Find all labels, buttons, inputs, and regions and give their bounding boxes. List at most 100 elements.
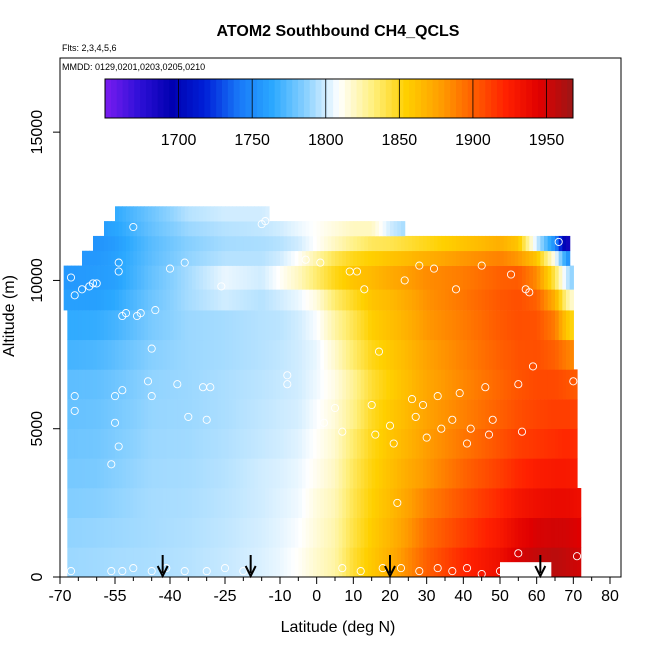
heatmap-cell <box>448 265 453 290</box>
heatmap-cell <box>445 250 450 266</box>
heatmap-cell <box>562 399 567 430</box>
heatmap-cell <box>129 339 134 370</box>
observation-point <box>525 288 534 297</box>
colorbar-segment <box>350 79 358 118</box>
heatmap-cell <box>503 265 508 290</box>
heatmap-cell <box>100 310 105 341</box>
heatmap-cell <box>562 517 567 548</box>
heatmap-cell <box>137 369 142 400</box>
heatmap-cell <box>393 250 398 266</box>
heatmap-cell <box>89 458 94 489</box>
heatmap-cell <box>228 289 233 311</box>
heatmap-cell <box>78 265 83 290</box>
heatmap-cell <box>456 265 461 290</box>
heatmap-cell <box>324 221 329 237</box>
heatmap-cell <box>415 517 420 548</box>
heatmap-cell <box>547 547 552 577</box>
heatmap-cell <box>320 399 325 430</box>
heatmap-cell <box>221 399 226 430</box>
heatmap-cell <box>525 547 530 577</box>
heatmap-cell <box>327 289 332 311</box>
heatmap-cell <box>430 517 435 548</box>
heatmap-cell <box>173 488 178 518</box>
heatmap-cell <box>415 339 420 370</box>
heatmap-cell <box>184 399 189 430</box>
heatmap-cell <box>415 235 420 252</box>
heatmap-cell <box>540 488 545 518</box>
heatmap-cell <box>287 399 292 430</box>
heatmap-cell <box>115 310 120 341</box>
heatmap-cell <box>272 310 277 341</box>
heatmap-cell <box>225 369 230 400</box>
heatmap-cell <box>302 339 307 370</box>
heatmap-cell <box>166 517 171 548</box>
heatmap-cell <box>261 399 266 430</box>
heatmap-cell <box>188 289 193 311</box>
heatmap-cell <box>533 458 538 489</box>
heatmap-cell <box>371 221 376 237</box>
heatmap-cell <box>331 310 336 341</box>
heatmap-cell <box>467 488 472 518</box>
heatmap-cell <box>199 369 204 400</box>
heatmap-cell <box>324 235 329 252</box>
heatmap-cell <box>78 369 83 400</box>
heatmap-cell <box>206 206 211 222</box>
heatmap-cell <box>294 547 299 577</box>
heatmap-cell <box>386 289 391 311</box>
heatmap-cell <box>342 458 347 489</box>
colorbar-segment <box>537 79 545 118</box>
heatmap-cell <box>342 265 347 290</box>
heatmap-cell <box>151 458 156 489</box>
heatmap-cell <box>63 289 68 311</box>
heatmap-cell <box>129 289 134 311</box>
heatmap-cell <box>324 458 329 489</box>
heatmap-cell <box>247 339 252 370</box>
heatmap-cell <box>386 221 391 237</box>
heatmap-cell <box>331 458 336 489</box>
heatmap-cell <box>437 339 442 370</box>
heatmap-cell <box>507 310 512 341</box>
heatmap-cell <box>368 488 373 518</box>
heatmap-cell <box>107 369 112 400</box>
heatmap-cell <box>566 488 571 518</box>
heatmap-cell <box>445 428 450 459</box>
heatmap-cell <box>456 458 461 489</box>
heatmap-cell <box>555 488 560 518</box>
heatmap-cell <box>210 310 215 341</box>
heatmap-cell <box>115 458 120 489</box>
heatmap-cell <box>118 221 123 237</box>
heatmap-cell <box>96 428 101 459</box>
heatmap-cell <box>243 488 248 518</box>
heatmap-cell <box>287 517 292 548</box>
heatmap-cell <box>177 265 182 290</box>
heatmap-cell <box>489 289 494 311</box>
heatmap-cell <box>199 250 204 266</box>
heatmap-cell <box>327 339 332 370</box>
heatmap-cell <box>393 339 398 370</box>
heatmap-cell <box>236 235 241 252</box>
heatmap-cell <box>426 369 431 400</box>
heatmap-cell <box>104 458 109 489</box>
heatmap-cell <box>481 265 486 290</box>
observation-point <box>239 567 248 576</box>
heatmap-cell <box>192 221 197 237</box>
heatmap-cell <box>144 206 149 222</box>
chart-subtitle-flights: Flts: 2,3,4,5,6 <box>62 43 117 53</box>
heatmap-cell <box>514 428 519 459</box>
colorbar-segment <box>274 79 281 118</box>
heatmap-cell <box>291 488 296 518</box>
heatmap-cell <box>159 265 164 290</box>
heatmap-cell <box>481 310 486 341</box>
observation-point <box>495 567 505 576</box>
observation-point <box>484 430 494 439</box>
heatmap-cell <box>459 428 464 459</box>
heatmap-cell <box>261 289 266 311</box>
heatmap-cell <box>173 250 178 266</box>
heatmap-cell <box>566 458 571 489</box>
heatmap-cell <box>137 289 142 311</box>
heatmap-cell <box>129 458 134 489</box>
heatmap-cell <box>104 250 109 266</box>
heatmap-cell <box>232 428 237 459</box>
heatmap-cell <box>500 250 505 266</box>
heatmap-cell <box>489 310 494 341</box>
